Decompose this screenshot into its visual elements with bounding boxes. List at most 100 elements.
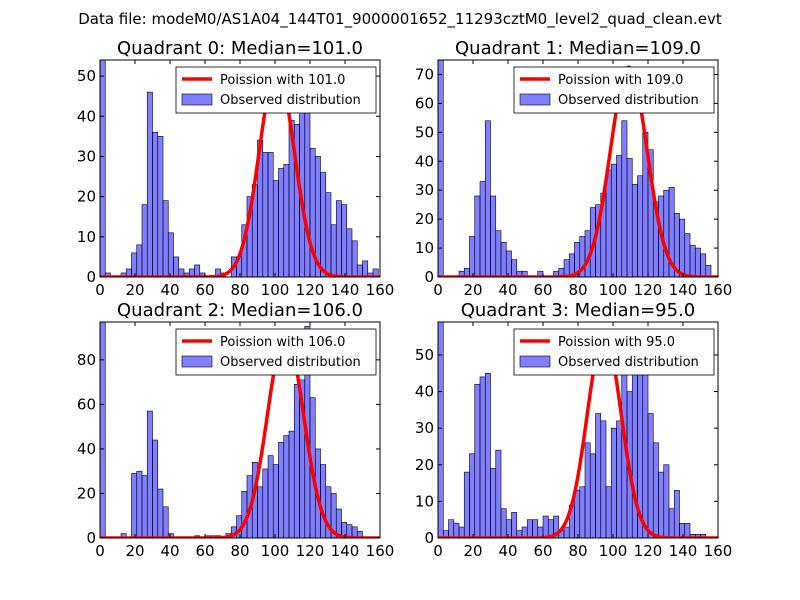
plot-area [438, 60, 718, 277]
x-tick-label: 60 [195, 281, 214, 299]
histogram-bar [100, 60, 106, 277]
histogram-bar [700, 534, 707, 538]
histogram-bar [173, 256, 180, 277]
histogram-bar [689, 244, 696, 277]
histogram-bar [469, 453, 476, 538]
y-tick-label: 80 [77, 351, 96, 369]
poisson-curve [100, 332, 380, 538]
histogram-bar [484, 372, 491, 538]
histogram-bar [631, 184, 638, 277]
y-tick-label: 0 [424, 529, 434, 547]
histogram-bar [194, 264, 201, 277]
histogram-bar [283, 435, 290, 538]
histogram-bar [146, 410, 153, 538]
histogram-bar [162, 200, 169, 277]
histogram-bar [351, 240, 358, 277]
histogram-bar [700, 253, 707, 277]
y-tick-label: 40 [77, 440, 96, 458]
subplot-2: Quadrant 2: Median=106.0 0 20 40 60 80 100 120 1… [77, 300, 394, 560]
histogram-bar [505, 519, 512, 538]
x-tick-label: 120 [634, 542, 663, 560]
histogram-bar [595, 413, 602, 538]
x-tick-label: 20 [125, 281, 144, 299]
histogram-bar [610, 163, 617, 277]
x-tick-label: 40 [498, 281, 517, 299]
histogram-bar [605, 486, 612, 538]
histogram-bar [293, 384, 300, 538]
histogram-bar [278, 441, 285, 538]
histogram-bar [320, 172, 327, 277]
histogram-bar [157, 488, 164, 538]
histogram-bar [141, 475, 148, 538]
y-tick-label: 60 [415, 94, 434, 112]
histogram-bar [438, 322, 444, 538]
legend: Poission with 109.0 Observed distribution [513, 66, 715, 114]
histogram-bar [616, 420, 623, 538]
histogram-bar [131, 252, 138, 277]
subplot-title: Quadrant 2: Median=106.0 [117, 300, 363, 321]
histogram-bar [521, 270, 528, 277]
subplot-1: Quadrant 1: Median=109.00 20 40 60 80 100 120 1… [415, 38, 732, 299]
poisson-curve [100, 68, 380, 277]
histogram-bar [663, 189, 670, 277]
subplot-title: Quadrant 3: Median=95.0 [461, 300, 696, 321]
legend: Poission with 101.0 Observed distribution [175, 66, 377, 114]
histogram-bar [589, 453, 596, 538]
x-tick-label: 140 [669, 281, 698, 299]
histogram-bar [484, 120, 491, 277]
histogram-bar [532, 519, 539, 538]
figure-suptitle: Data file: modeM0/AS1A04_144T01_90000016… [78, 10, 722, 29]
legend-bar-swatch [519, 355, 551, 368]
legend-label-poisson: Poission with 106.0 [220, 335, 345, 350]
histogram-bar [610, 427, 617, 538]
x-tick-label: 120 [296, 281, 325, 299]
subplot-grid: Quadrant 0: Median=101.00 20 40 60 80 100 120 1… [77, 38, 732, 560]
x-tick-label: 60 [195, 542, 214, 560]
histogram-bar [526, 519, 533, 538]
y-tick-label: 20 [415, 456, 434, 474]
histogram-bar [335, 200, 342, 277]
histogram-bar [668, 508, 675, 538]
histogram-bar [684, 523, 691, 538]
histogram-bar [495, 230, 502, 277]
histogram-bar [631, 365, 638, 538]
legend: Poission with 106.0 Observed distribution [175, 328, 377, 376]
histogram-bar [679, 218, 686, 277]
histogram-bar [563, 526, 570, 538]
x-tick-label: 140 [669, 542, 698, 560]
histogram-bar [637, 175, 644, 277]
y-tick-label: 40 [415, 383, 434, 401]
histogram-bar [272, 180, 279, 277]
y-tick-label: 30 [77, 147, 96, 165]
histogram-bar [146, 91, 153, 277]
histogram-bar [157, 136, 164, 277]
x-tick-label: 120 [296, 542, 325, 560]
histogram-bar [652, 442, 659, 538]
legend-label-poisson: Poission with 95.0 [558, 335, 675, 350]
histogram-bar [288, 430, 295, 538]
legend-label-observed: Observed distribution [220, 355, 361, 370]
x-tick-label: 20 [463, 542, 482, 560]
histogram-bar [272, 464, 279, 538]
x-tick-label: 0 [95, 542, 105, 560]
histogram-bar [600, 420, 607, 538]
histogram-bar [679, 523, 686, 538]
histogram-bar [474, 195, 481, 277]
x-tick-label: 160 [366, 281, 395, 299]
histogram-bar [584, 442, 591, 538]
histogram-bar [356, 264, 363, 277]
y-tick-label: 0 [86, 529, 96, 547]
x-tick-label: 80 [230, 281, 249, 299]
y-tick-label: 10 [415, 239, 434, 257]
x-tick-label: 160 [704, 281, 733, 299]
y-tick-label: 50 [77, 67, 96, 85]
histogram-bar [673, 490, 680, 538]
y-tick-label: 30 [415, 419, 434, 437]
histogram-bar [463, 471, 470, 538]
y-tick-label: 0 [424, 268, 434, 286]
legend-label-observed: Observed distribution [220, 93, 361, 108]
histogram-bar [542, 515, 549, 538]
histogram-bar [257, 486, 264, 538]
histogram-bar [621, 120, 628, 277]
x-tick-label: 40 [160, 542, 179, 560]
